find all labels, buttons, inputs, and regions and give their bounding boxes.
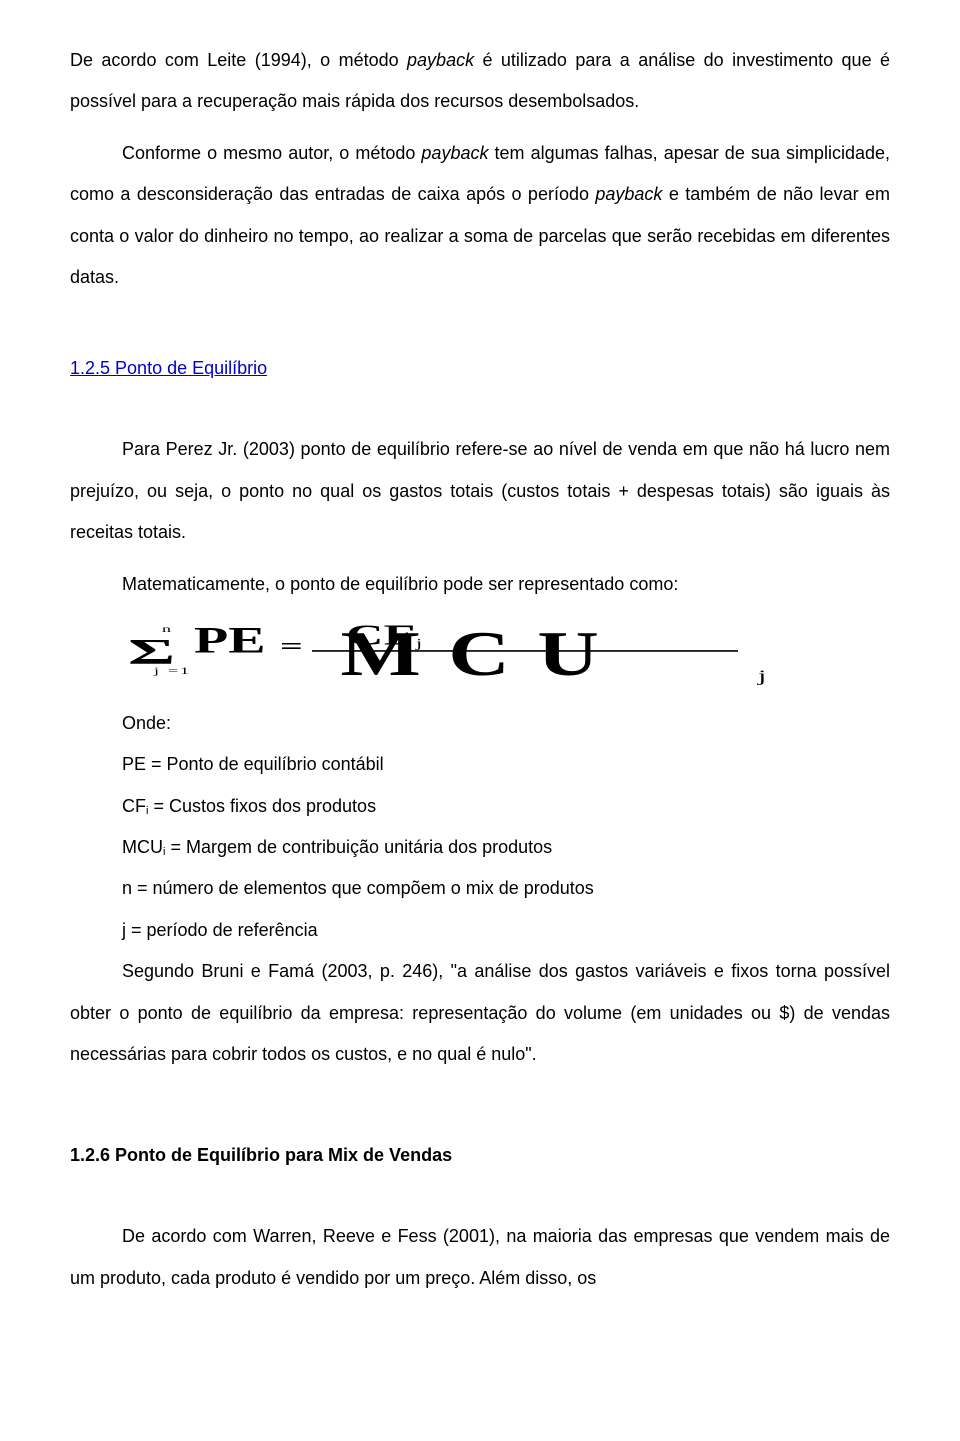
paragraph-1: De acordo com Leite (1994), o método pay… <box>70 40 890 123</box>
text: Conforme o mesmo autor, o método <box>122 143 421 163</box>
mcu-label: MCU <box>341 619 627 685</box>
text: n = número de elementos que compõem o mi… <box>122 878 594 898</box>
text: = Custos fixos dos produtos <box>148 796 376 816</box>
text: PE = Ponto de equilíbrio contábil <box>122 754 384 774</box>
text: De acordo com Leite (1994), o método <box>70 50 407 70</box>
def-n: n = número de elementos que compõem o mi… <box>70 868 890 909</box>
text: Onde: <box>122 713 171 733</box>
paragraph-3: Para Perez Jr. (2003) ponto de equilíbri… <box>70 429 890 553</box>
sum-lower-eq: = <box>168 666 178 677</box>
text: De acordo com Warren, Reeve e Fess (2001… <box>70 1226 890 1287</box>
def-cf: CFi = Custos fixos dos produtos <box>70 786 890 827</box>
section-heading: 1.2.6 Ponto de Equilíbrio para Mix de Ve… <box>70 1145 890 1166</box>
equals: = <box>280 633 303 658</box>
text: Matematicamente, o ponto de equilíbrio p… <box>122 574 678 594</box>
italic-term: payback <box>421 143 488 163</box>
def-j: j = período de referência <box>70 910 890 951</box>
paragraph-2: Conforme o mesmo autor, o método payback… <box>70 133 890 299</box>
quote-paragraph: Segundo Bruni e Famá (2003, p. 246), "a … <box>70 951 890 1075</box>
sum-lower-1: 1 <box>180 666 189 677</box>
paragraph-4: Matematicamente, o ponto de equilíbrio p… <box>70 564 890 605</box>
paragraph-5: De acordo com Warren, Reeve e Fess (2001… <box>70 1216 890 1299</box>
italic-term: payback <box>407 50 474 70</box>
sum-lower-j: j <box>153 666 159 677</box>
text: Para Perez Jr. (2003) ponto de equilíbri… <box>70 439 890 542</box>
formula-block: n Σ j = 1 PE = CF j MCU j <box>122 619 890 685</box>
text: = Margem de contribuição unitária dos pr… <box>165 837 552 857</box>
def-mcu: MCUi = Margem de contribuição unitária d… <box>70 827 890 868</box>
formula-svg: n Σ j = 1 PE = CF j MCU j <box>122 619 802 685</box>
text: MCU <box>122 837 163 857</box>
text: j = período de referência <box>122 920 318 940</box>
document-page: De acordo com Leite (1994), o método pay… <box>0 0 960 1441</box>
def-pe: PE = Ponto de equilíbrio contábil <box>70 744 890 785</box>
mcu-sub: j <box>757 667 767 685</box>
italic-term: payback <box>595 184 662 204</box>
text: Segundo Bruni e Famá (2003, p. 246), "a … <box>70 961 890 1064</box>
def-onde: Onde: <box>70 703 890 744</box>
text: CF <box>122 796 146 816</box>
section-heading-link[interactable]: 1.2.5 Ponto de Equilíbrio <box>70 358 890 379</box>
pe-label: PE <box>194 621 266 662</box>
